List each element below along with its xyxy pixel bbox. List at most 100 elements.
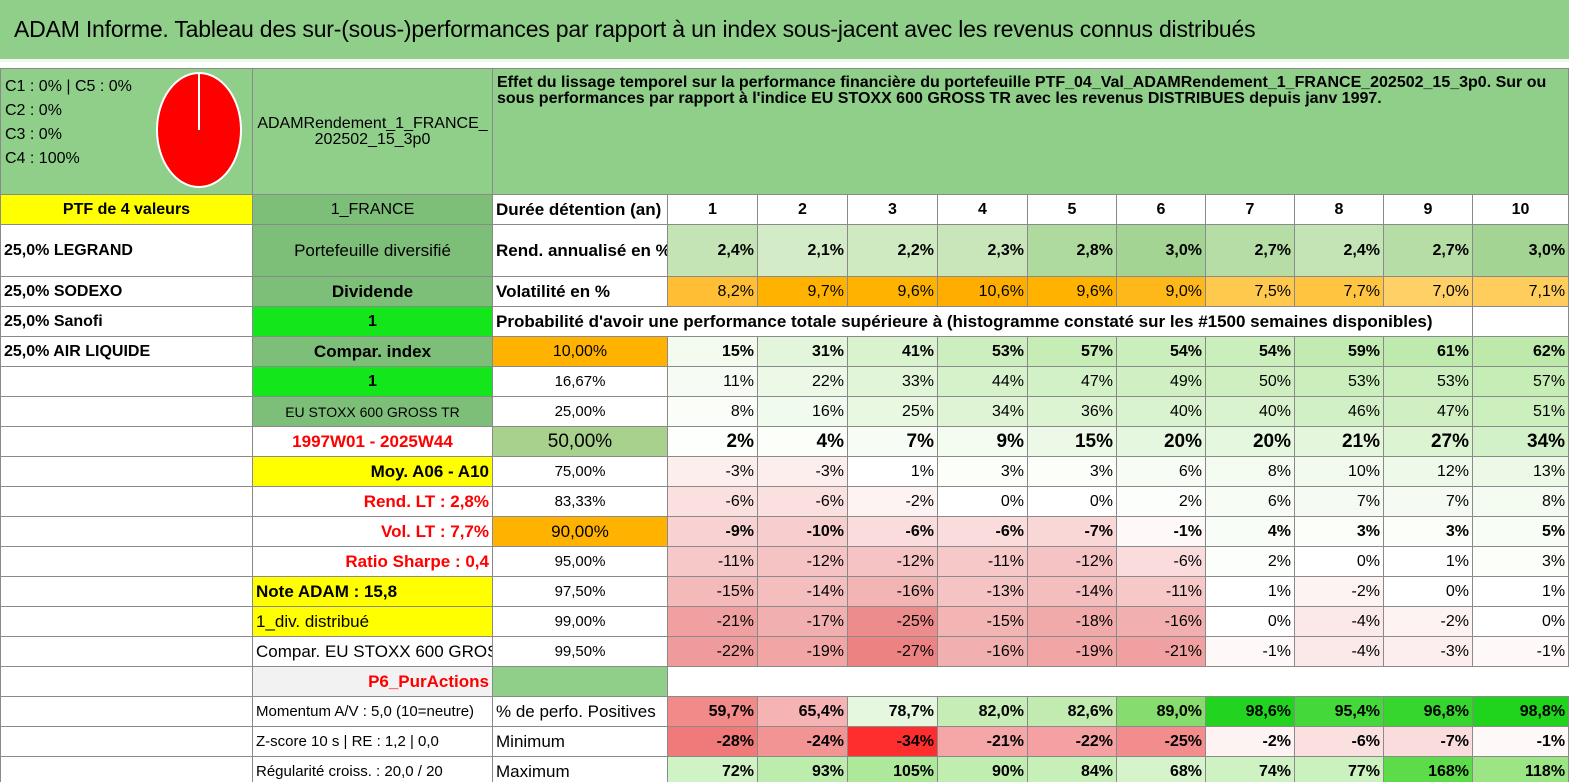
- page-title: ADAM Informe. Tableau des sur-(sous-)per…: [0, 0, 1569, 62]
- prob-value: -12%: [847, 546, 938, 577]
- prob-value: -12%: [757, 546, 848, 577]
- prob-value: -3%: [667, 456, 758, 487]
- prob-value: -6%: [1116, 546, 1206, 577]
- maximum-value: 74%: [1205, 756, 1295, 782]
- empty-cell: [0, 666, 253, 697]
- prob-threshold: 99,00%: [492, 606, 668, 637]
- prob-value: 47%: [1027, 366, 1117, 397]
- maximum-value: 72%: [667, 756, 758, 782]
- p6-label: P6_PurActions: [252, 666, 493, 697]
- year-header: 10: [1471, 194, 1569, 225]
- prob-value: 6%: [1205, 486, 1295, 517]
- rend-value: 2,8%: [1027, 224, 1117, 277]
- prob-threshold: 97,50%: [492, 576, 668, 607]
- empty-cell: [0, 516, 253, 547]
- year-header: 4: [937, 194, 1028, 225]
- prob-value: 1%: [847, 456, 938, 487]
- minimum-value: -34%: [847, 726, 938, 757]
- prob-threshold: 90,00%: [492, 516, 668, 547]
- empty-cell: [0, 726, 253, 757]
- prob-value: 4%: [757, 426, 848, 457]
- index-name: EU STOXX 600 GROSS TR: [252, 396, 493, 427]
- vol-value: 9,0%: [1116, 276, 1206, 307]
- prob-value: -2%: [1383, 606, 1473, 637]
- empty-cell: [0, 456, 253, 487]
- prob-value: 54%: [1205, 336, 1295, 367]
- vol-value: 9,7%: [757, 276, 848, 307]
- dividend-label: Dividende: [252, 276, 493, 307]
- prob-value: 0%: [1383, 576, 1473, 607]
- prob-value: -16%: [937, 636, 1028, 667]
- positives-value: 78,7%: [847, 696, 938, 727]
- compar-index-label: Compar. index: [252, 336, 493, 367]
- legend-item: C3 : 0%: [5, 126, 62, 143]
- prob-value: 47%: [1383, 396, 1473, 427]
- prob-value: 1%: [1383, 546, 1473, 577]
- green-spacer: [492, 666, 668, 697]
- prob-value: 54%: [1116, 336, 1206, 367]
- prob-value: -6%: [757, 486, 848, 517]
- vol-value: 7,5%: [1205, 276, 1295, 307]
- prob-value: -19%: [1027, 636, 1117, 667]
- empty-cell: [0, 606, 253, 637]
- positives-value: 95,4%: [1294, 696, 1384, 727]
- holding-row: 25,0% Sanofi: [0, 306, 253, 337]
- prob-value: 34%: [937, 396, 1028, 427]
- prob-value: 34%: [1471, 426, 1569, 457]
- prob-value: 61%: [1383, 336, 1473, 367]
- vol-label: Volatilité en %: [492, 276, 668, 307]
- prob-value: 3%: [1471, 546, 1569, 577]
- minimum-value: -6%: [1294, 726, 1384, 757]
- year-header: 6: [1116, 194, 1206, 225]
- prob-value: 8%: [1471, 486, 1569, 517]
- prob-threshold: 16,67%: [492, 366, 668, 397]
- moy-label: Moy. A06 - A10: [252, 456, 493, 487]
- empty-cell: [0, 486, 253, 517]
- prob-value: 21%: [1294, 426, 1384, 457]
- maximum-value: 168%: [1383, 756, 1473, 782]
- vol-value: 7,0%: [1383, 276, 1473, 307]
- prob-value: 59%: [1294, 336, 1384, 367]
- prob-value: -4%: [1294, 606, 1384, 637]
- vol-value: 7,1%: [1471, 276, 1569, 307]
- prob-value: -25%: [847, 606, 938, 637]
- rend-value: 2,2%: [847, 224, 938, 277]
- year-header: 1: [667, 194, 758, 225]
- rend-value: 2,7%: [1205, 224, 1295, 277]
- prob-value: 7%: [847, 426, 938, 457]
- prob-value: 12%: [1383, 456, 1473, 487]
- vol-value: 9,6%: [847, 276, 938, 307]
- prob-value: 3%: [1383, 516, 1473, 547]
- allocation-legend: C1 : 0% | C5 : 0% C2 : 0% C3 : 0% C4 : 1…: [0, 68, 253, 195]
- dividend-distributed: 1_div. distribué: [252, 606, 493, 637]
- prob-value: 53%: [1383, 366, 1473, 397]
- prob-value: 62%: [1471, 336, 1569, 367]
- prob-value: -1%: [1205, 636, 1295, 667]
- prob-value: 22%: [757, 366, 848, 397]
- prob-value: 3%: [937, 456, 1028, 487]
- rend-value: 2,7%: [1383, 224, 1473, 277]
- prob-threshold: 83,33%: [492, 486, 668, 517]
- prob-value: 50%: [1205, 366, 1295, 397]
- effect-description: Effet du lissage temporel sur la perform…: [491, 68, 1569, 195]
- momentum-label: Momentum A/V : 5,0 (10=neutre): [252, 696, 493, 727]
- empty-cell: [0, 546, 253, 577]
- prob-value: 40%: [1205, 396, 1295, 427]
- legend-item: C4 : 100%: [5, 150, 80, 167]
- positives-value: 98,8%: [1471, 696, 1569, 727]
- legend-item: C2 : 0%: [5, 102, 62, 119]
- prob-value: 8%: [667, 396, 758, 427]
- prob-value: 33%: [847, 366, 938, 397]
- prob-value: -9%: [667, 516, 758, 547]
- prob-value: 0%: [1205, 606, 1295, 637]
- minimum-value: -7%: [1383, 726, 1473, 757]
- prob-value: -13%: [937, 576, 1028, 607]
- prob-value: 1%: [1205, 576, 1295, 607]
- minimum-value: -24%: [757, 726, 848, 757]
- prob-value: 0%: [1471, 606, 1569, 637]
- prob-threshold: 95,00%: [492, 546, 668, 577]
- prob-value: -6%: [847, 516, 938, 547]
- prob-value: 57%: [1471, 366, 1569, 397]
- year-header: 7: [1205, 194, 1295, 225]
- rend-value: 3,0%: [1116, 224, 1206, 277]
